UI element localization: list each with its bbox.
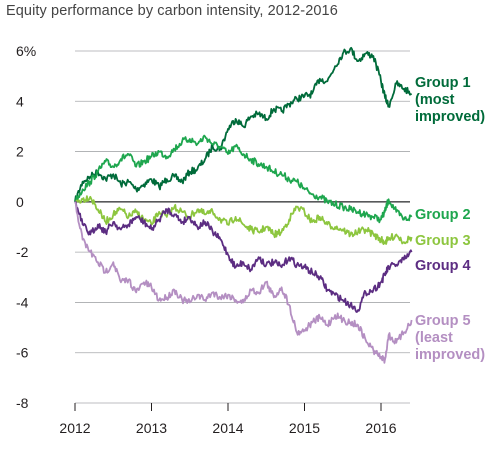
x-tick-label: 2013 — [136, 420, 167, 436]
chart-title: Equity performance by carbon intensity, … — [6, 3, 338, 19]
series-line-group5 — [74, 201, 413, 364]
y-tick-label: 6% — [16, 43, 36, 59]
y-tick-label: 2 — [16, 144, 24, 160]
series-label-group2: Group 2 — [415, 207, 471, 223]
series-line-group1 — [74, 46, 413, 203]
series-lines — [74, 46, 413, 364]
series-line-group4 — [74, 201, 413, 313]
series-label-group5: improved) — [415, 347, 485, 363]
x-tick-label: 2014 — [212, 420, 243, 436]
y-tick-label: -8 — [16, 395, 29, 411]
series-label-group1: Group 1 — [415, 75, 471, 91]
series-line-group2 — [74, 134, 413, 224]
x-tick-label: 2012 — [59, 420, 90, 436]
y-tick-label: -4 — [16, 294, 29, 310]
x-tick-label: 2015 — [289, 420, 320, 436]
series-label-group5: (least — [415, 330, 453, 346]
grid-lines — [75, 50, 410, 404]
x-axis-ticks: 2012 2013 2014 2015 2016 — [59, 403, 397, 436]
y-tick-label: -6 — [16, 345, 29, 361]
series-label-group3: Group 3 — [415, 233, 471, 249]
y-tick-label: 4 — [16, 93, 24, 109]
series-label-group5: Group 5 — [415, 313, 471, 329]
y-tick-label: -2 — [16, 244, 29, 260]
y-tick-label: 0 — [16, 194, 24, 210]
x-tick-label: 2016 — [365, 420, 396, 436]
y-axis-ticks: 6% 4 2 0 -2 -4 -6 -8 — [16, 43, 36, 411]
series-label-group1: (most — [415, 92, 455, 108]
series-label-group1: improved) — [415, 109, 485, 125]
series-line-group3 — [74, 195, 413, 245]
series-label-group4: Group 4 — [415, 258, 471, 274]
